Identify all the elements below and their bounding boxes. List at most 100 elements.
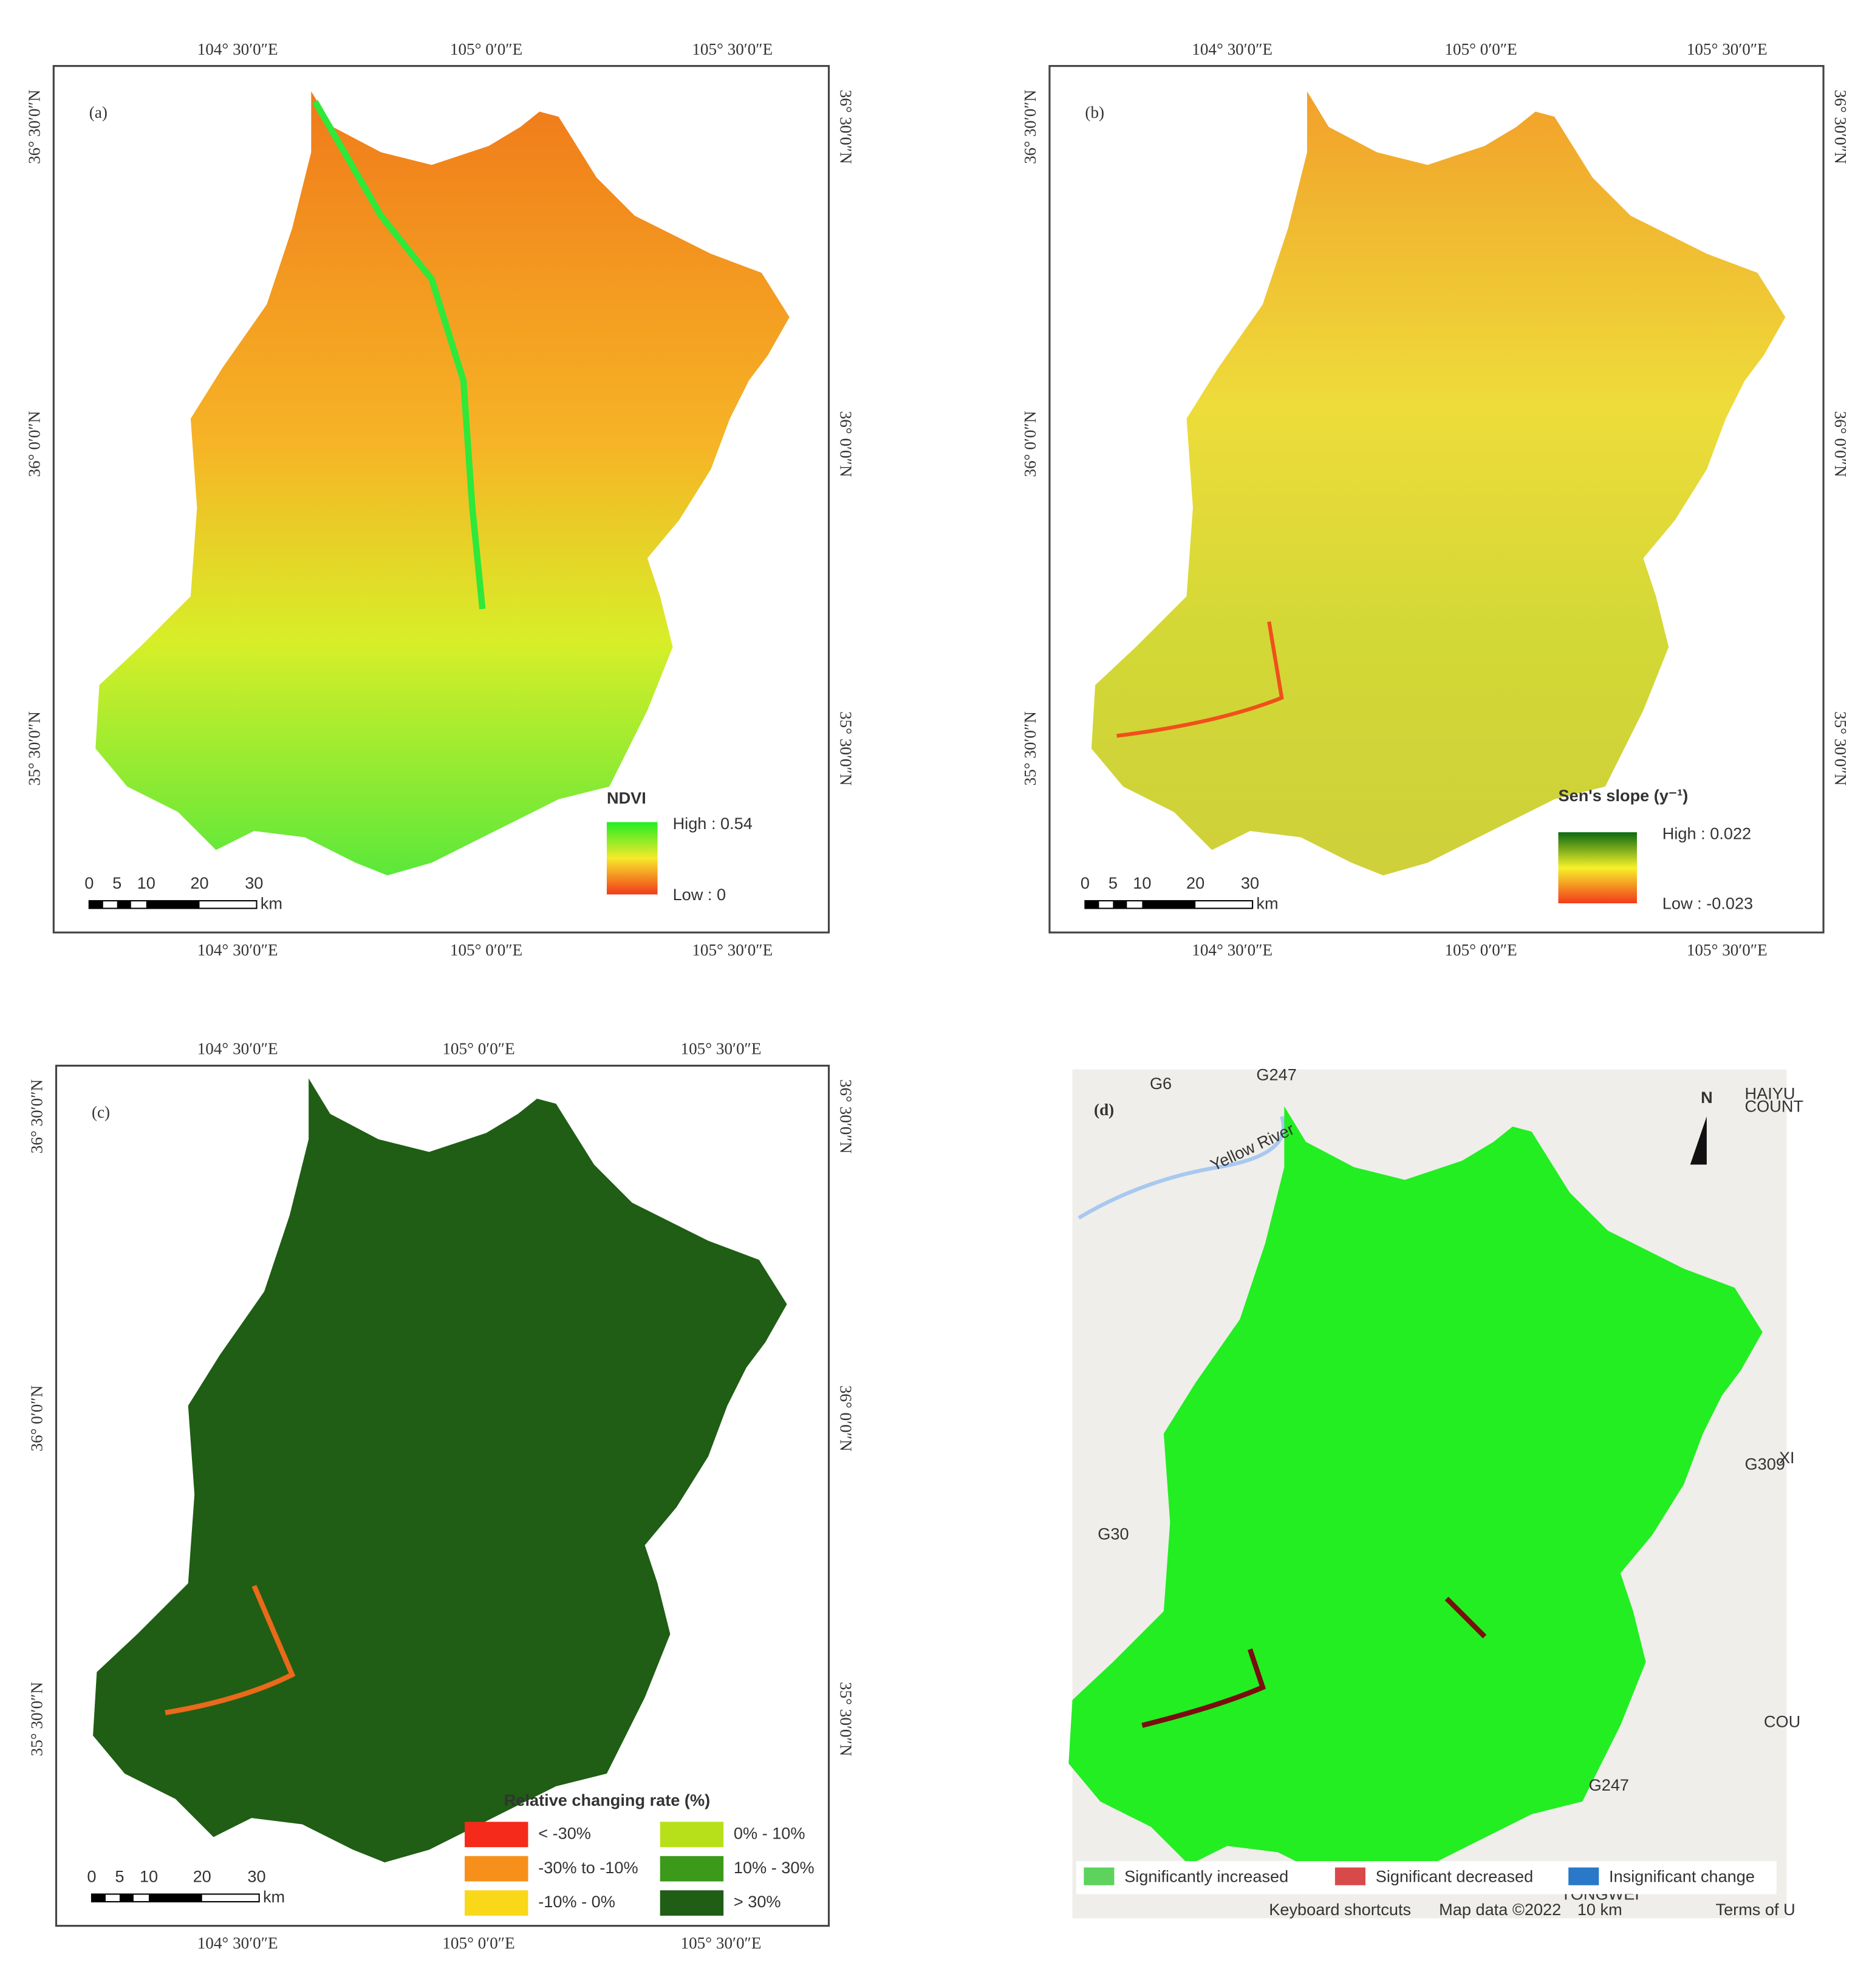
left-tick-label: 35° 30′0″N xyxy=(1021,711,1039,785)
river-a xyxy=(312,100,486,610)
top-tick-label: 104° 30′0″E xyxy=(197,1040,278,1058)
scale-number: 30 xyxy=(245,873,263,892)
legend-item: Significant decreased xyxy=(1376,1867,1534,1885)
river-c xyxy=(165,1585,296,1715)
legend-high: High : 0.022 xyxy=(1662,824,1751,843)
legend-item: Significantly increased xyxy=(1124,1867,1288,1885)
left-tick-label: 36° 0′0″N xyxy=(1021,411,1039,477)
scale-number: 5 xyxy=(112,873,121,892)
legend-swatch xyxy=(465,1822,528,1848)
river xyxy=(1078,1116,1286,1220)
left-tick-label: 36° 30′0″N xyxy=(25,90,43,164)
right-tick-label: 36° 30′0″N xyxy=(1831,90,1850,164)
panel-label: (b) xyxy=(1085,103,1104,121)
map-label: G6 xyxy=(1150,1074,1172,1093)
bottom-tick-label: 104° 30′0″E xyxy=(197,1934,278,1952)
legend-swatch xyxy=(465,1890,528,1916)
legend-swatch xyxy=(660,1890,724,1916)
map-frame xyxy=(52,65,830,934)
legend-title: Relative changing rate (%) xyxy=(504,1791,710,1809)
scale-number: 10 xyxy=(140,1867,158,1885)
bottom-tick-label: 104° 30′0″E xyxy=(1192,941,1272,959)
right-tick-label: 36° 30′0″N xyxy=(836,1079,855,1153)
legend-item: < -30% xyxy=(538,1823,591,1842)
legend-swatch xyxy=(1084,1867,1115,1885)
map-label: XI xyxy=(1779,1448,1795,1467)
top-tick-label: 105° 30′0″E xyxy=(1687,40,1768,58)
legend-low: Low : -0.023 xyxy=(1662,893,1753,912)
scale-unit: km xyxy=(263,1887,285,1906)
panel-label: (c) xyxy=(92,1103,110,1121)
scale-segment xyxy=(91,1894,106,1902)
map-frame xyxy=(1048,65,1825,934)
right-tick-label: 36° 0′0″N xyxy=(836,411,855,477)
left-tick-label: 36° 0′0″N xyxy=(27,1385,46,1452)
scale-number: 30 xyxy=(1241,873,1259,892)
map-footer: Map data ©2022 xyxy=(1439,1900,1561,1919)
legend-swatch xyxy=(660,1856,724,1882)
legend-band xyxy=(1076,1861,1777,1894)
bottom-tick-label: 105° 30′0″E xyxy=(1687,941,1768,959)
scale-number: 20 xyxy=(193,1867,211,1885)
panel-label: (a) xyxy=(89,103,108,121)
left-tick-label: 36° 30′0″N xyxy=(27,1079,46,1153)
right-tick-label: 35° 30′0″N xyxy=(1831,711,1850,785)
bottom-tick-label: 105° 30′0″E xyxy=(692,941,773,959)
scale-number: 0 xyxy=(84,873,94,892)
top-tick-label: 104° 30′0″E xyxy=(1192,40,1272,58)
map-footer: 10 km xyxy=(1577,1900,1622,1919)
map-c xyxy=(93,1078,787,1863)
right-tick-label: 35° 30′0″N xyxy=(836,1682,855,1756)
north-label: N xyxy=(1701,1088,1713,1107)
map-label: COU xyxy=(1764,1712,1800,1731)
scale-segment xyxy=(1113,900,1127,909)
legend-item: 10% - 30% xyxy=(734,1858,815,1877)
legend-swatch xyxy=(1334,1867,1366,1885)
map-b xyxy=(1091,91,1786,876)
left-tick-label: 36° 30′0″N xyxy=(1021,90,1039,164)
scale-number: 10 xyxy=(137,873,155,892)
legend-low: Low : 0 xyxy=(673,885,726,904)
bottom-tick-label: 105° 30′0″E xyxy=(681,1934,762,1952)
map-label: G30 xyxy=(1098,1525,1129,1543)
river-d xyxy=(1141,1596,1487,1728)
scale-number: 10 xyxy=(1133,873,1151,892)
scale-segment xyxy=(117,900,131,909)
map-footer: Keyboard shortcuts xyxy=(1269,1900,1411,1919)
top-tick-label: 105° 0′0″E xyxy=(442,1040,514,1058)
scale-unit: km xyxy=(1256,893,1278,912)
legend-item: 0% - 10% xyxy=(734,1823,805,1842)
scale-segment xyxy=(119,1894,134,1902)
legend-title: NDVI xyxy=(607,788,646,807)
bottom-tick-label: 104° 30′0″E xyxy=(197,941,278,959)
left-tick-label: 35° 30′0″N xyxy=(27,1682,46,1756)
legend-swatch xyxy=(1568,1867,1599,1885)
top-tick-label: 105° 0′0″E xyxy=(1444,40,1517,58)
scale-segment xyxy=(1085,900,1099,909)
right-tick-label: 35° 30′0″N xyxy=(836,711,855,785)
scale-number: 5 xyxy=(1109,873,1118,892)
scale-number: 5 xyxy=(115,1867,124,1885)
top-tick-label: 105° 30′0″E xyxy=(692,40,773,58)
scale-unit: km xyxy=(261,893,282,912)
scale-segment xyxy=(1142,900,1196,909)
legend-item: Insignificant change xyxy=(1609,1867,1755,1885)
scale-number: 0 xyxy=(87,1867,96,1885)
panel-label: (d) xyxy=(1094,1101,1114,1119)
right-tick-label: 36° 30′0″N xyxy=(836,90,855,164)
right-tick-label: 36° 0′0″N xyxy=(1831,411,1850,477)
legend-item: -30% to -10% xyxy=(538,1858,638,1877)
legend-high: High : 0.54 xyxy=(673,814,753,833)
scale-segment xyxy=(146,900,200,909)
top-tick-label: 104° 30′0″E xyxy=(197,40,278,58)
legend-ramp xyxy=(606,822,658,895)
top-tick-label: 105° 30′0″E xyxy=(681,1040,762,1058)
scale-number: 0 xyxy=(1081,873,1090,892)
scale-segment xyxy=(148,1894,202,1902)
map-a xyxy=(95,91,790,876)
legend-swatch xyxy=(465,1856,528,1882)
legend-item: > 30% xyxy=(734,1892,781,1911)
